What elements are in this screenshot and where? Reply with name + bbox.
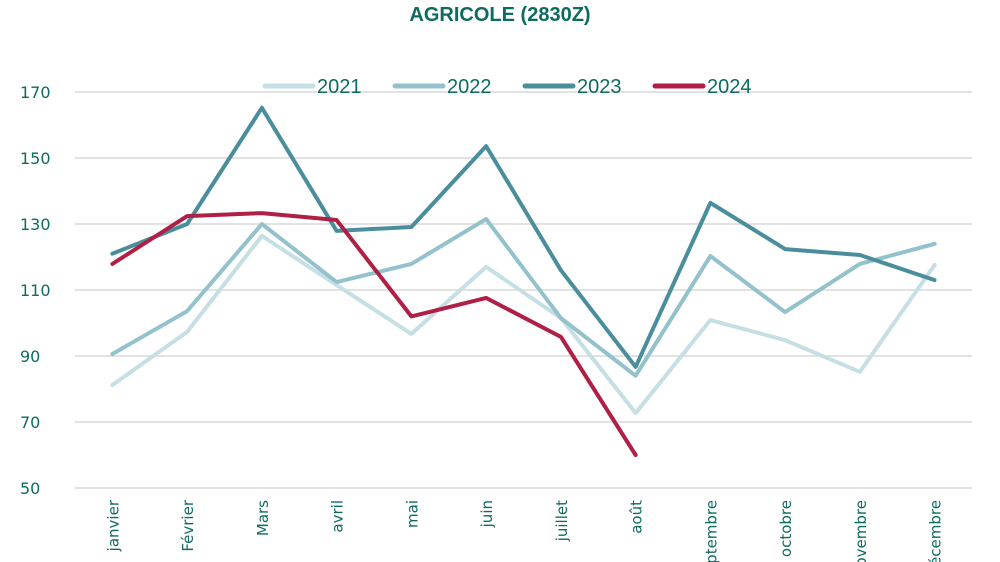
x-tick-label: Mars	[254, 500, 272, 536]
y-tick-label: 50	[20, 479, 40, 498]
x-tick-label: septembre	[702, 500, 720, 562]
series-line-2021	[110, 233, 937, 416]
y-tick-label: 70	[20, 413, 40, 432]
x-tick-label: avril	[329, 500, 347, 533]
legend-label-2024: 2024	[707, 76, 752, 98]
x-tick-label: Février	[179, 499, 197, 551]
y-tick-label: 130	[20, 215, 51, 234]
x-tick-label: juillet	[553, 500, 571, 542]
y-tick-label: 170	[20, 83, 51, 102]
x-tick-label: décembre	[927, 500, 945, 562]
y-tick-label: 150	[20, 149, 51, 168]
chart-title: AGRICOLE (2830Z)	[409, 4, 591, 26]
x-tick-label: mai	[403, 500, 421, 528]
x-tick-label: juin	[478, 500, 496, 528]
legend-label-2023: 2023	[577, 76, 622, 98]
series-line-2023	[110, 105, 937, 369]
x-tick-label: janvier	[104, 499, 122, 552]
x-tick-label: octobre	[777, 500, 795, 557]
y-tick-label: 110	[20, 281, 51, 300]
series-line-2024	[110, 211, 638, 457]
x-tick-label: novembre	[852, 500, 870, 562]
x-tick-label: août	[628, 500, 646, 534]
legend-label-2021: 2021	[317, 76, 362, 98]
y-tick-label: 90	[20, 347, 40, 366]
series-line-2022	[110, 217, 937, 378]
legend-label-2022: 2022	[447, 76, 492, 98]
